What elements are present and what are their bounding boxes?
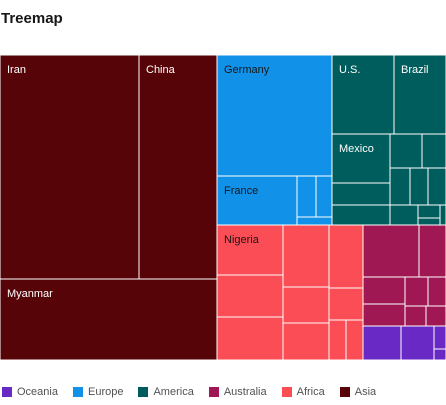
legend-label-australia: Australia — [223, 386, 267, 398]
treemap-cell-australia-33[interactable] — [418, 224, 446, 278]
legend-item-oceania[interactable]: Oceania — [2, 386, 58, 398]
treemap-label-iran: Iran — [7, 64, 26, 76]
treemap-cell-africa-23[interactable] — [216, 274, 284, 318]
treemap-cell-america-21[interactable] — [439, 204, 446, 226]
legend-swatch-oceania — [2, 387, 12, 397]
treemap-label-myanmar: Myanmar — [7, 288, 53, 300]
legend-swatch-africa — [281, 387, 292, 397]
legend-item-asia[interactable]: Asia — [339, 386, 377, 398]
treemap-cell-america-13[interactable] — [331, 182, 391, 206]
treemap-cell-australia-36[interactable] — [427, 276, 446, 307]
treemap-cell-germany[interactable] — [216, 54, 333, 177]
treemap-cell-brazil[interactable] — [393, 54, 446, 135]
treemap-cell-nigeria[interactable] — [216, 224, 284, 276]
treemap-label-u-s: U.S. — [339, 64, 360, 76]
legend-label-america: America — [153, 386, 194, 398]
legend-item-australia[interactable]: Australia — [208, 386, 267, 398]
treemap-cell-oceania-41[interactable] — [400, 325, 435, 361]
treemap-cell-europe-6[interactable] — [315, 175, 333, 218]
treemap-cell-australia-37[interactable] — [362, 303, 406, 327]
treemap-cell-america-12[interactable] — [421, 133, 446, 169]
treemap-label-brazil: Brazil — [401, 64, 429, 76]
treemap-cell-myanmar[interactable] — [0, 278, 218, 361]
legend-swatch-australia — [208, 387, 219, 397]
legend-label-asia: Asia — [354, 386, 377, 398]
treemap-chart: Iran China Myanmar Germany France U.S. Brazil M… — [0, 54, 446, 361]
treemap-cell-africa-31[interactable] — [345, 319, 364, 361]
legend-label-oceania: Oceania — [17, 386, 58, 398]
treemap-cell-america-15[interactable] — [409, 167, 429, 206]
treemap-cell-america-14[interactable] — [389, 167, 411, 206]
chart-title: Treemap — [1, 10, 63, 27]
legend-swatch-europe — [72, 387, 83, 397]
legend-item-africa[interactable]: Africa — [281, 386, 325, 398]
treemap-cell-america-20[interactable] — [417, 217, 441, 226]
legend-label-europe: Europe — [87, 386, 124, 398]
treemap-cell-africa-24[interactable] — [216, 316, 284, 361]
treemap-label-france: France — [224, 185, 258, 197]
treemap-label-china: China — [146, 64, 176, 76]
treemap-cell-europe-5[interactable] — [296, 175, 317, 218]
treemap-cell-oceania-43[interactable] — [433, 348, 446, 361]
treemap-cell-australia-35[interactable] — [404, 276, 429, 307]
treemap-cell-africa-30[interactable] — [328, 319, 347, 361]
treemap-cell-australia-39[interactable] — [425, 305, 446, 327]
treemap-cell-oceania-40[interactable] — [362, 325, 402, 361]
treemap-cell-africa-26[interactable] — [282, 286, 330, 324]
treemap-cell-africa-25[interactable] — [282, 224, 330, 288]
treemap-label-mexico: Mexico — [339, 143, 374, 155]
treemap-label-germany: Germany — [224, 64, 270, 76]
legend: Oceania Europe America Australia Africa Asia — [2, 385, 391, 399]
treemap-cell-france[interactable] — [216, 175, 298, 226]
legend-item-europe[interactable]: Europe — [72, 386, 124, 398]
treemap-cell-oceania-42[interactable] — [433, 325, 446, 350]
treemap-cell-america-11[interactable] — [389, 133, 423, 169]
treemap-cell-mexico[interactable] — [331, 133, 391, 184]
treemap-cell-australia-34[interactable] — [362, 276, 406, 305]
treemap-cell-africa-28[interactable] — [328, 224, 364, 289]
treemap-cell-america-18[interactable] — [389, 204, 419, 226]
legend-swatch-asia — [339, 387, 350, 397]
legend-item-america[interactable]: America — [138, 386, 194, 398]
treemap-cell-europe-7[interactable] — [296, 216, 333, 226]
treemap-cell-china[interactable] — [138, 54, 218, 280]
treemap-cell-africa-29[interactable] — [328, 287, 364, 321]
treemap-label-nigeria: Nigeria — [224, 234, 260, 246]
treemap-cell-america-17[interactable] — [331, 204, 391, 226]
treemap-cell-america-16[interactable] — [427, 167, 446, 206]
treemap-cell-america-19[interactable] — [417, 204, 441, 219]
treemap-cell-africa-27[interactable] — [282, 322, 330, 361]
legend-label-africa: Africa — [296, 386, 325, 398]
treemap-cell-australia-38[interactable] — [404, 305, 427, 327]
treemap-cell-iran[interactable] — [0, 54, 140, 280]
treemap-cell-australia-32[interactable] — [362, 224, 420, 278]
legend-swatch-america — [138, 387, 149, 397]
